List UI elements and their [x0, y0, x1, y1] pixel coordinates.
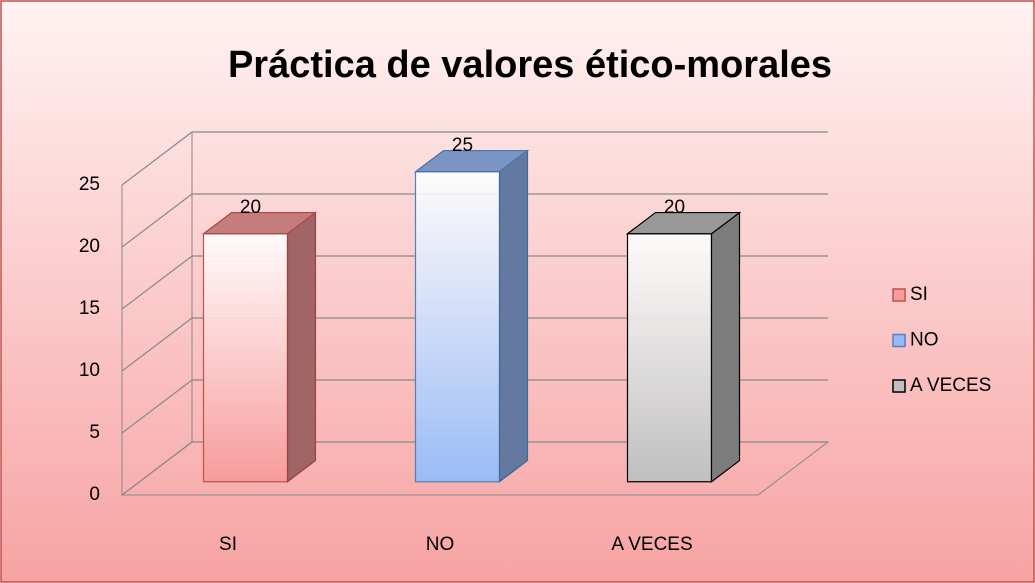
x-tick-label: A VECES [611, 534, 692, 555]
y-tick-label: 10 [79, 360, 100, 381]
bar-top [201, 211, 318, 235]
bar [625, 211, 742, 483]
y-tick-label: 0 [89, 484, 100, 505]
data-label: 25 [452, 135, 473, 156]
bar-front [202, 233, 289, 483]
legend-label: A VECES [910, 375, 991, 396]
bar-top-shade [203, 212, 316, 234]
chart-title: Práctica de valores ético-morales [228, 44, 832, 86]
bar-front [626, 233, 713, 483]
legend-swatch [892, 288, 906, 302]
bar-top-shade [415, 150, 528, 172]
y-tick-label: 20 [79, 236, 100, 257]
bar-top-shade [627, 212, 740, 234]
bar-side-shade [711, 212, 740, 482]
grid-line [121, 441, 828, 496]
data-label: 20 [240, 197, 261, 218]
bar [201, 211, 318, 483]
x-tick-label: SI [219, 534, 237, 555]
legend-label: NO [910, 330, 939, 351]
bar-side-shade [499, 150, 528, 482]
y-tick-label: 15 [79, 298, 100, 319]
bar-top [413, 149, 530, 173]
grid-line [121, 193, 828, 248]
x-tick-label: NO [426, 534, 455, 555]
grid-line [121, 131, 828, 186]
legend-label: SI [910, 284, 928, 305]
bar-side-shade [287, 212, 316, 482]
grid-line [121, 255, 828, 310]
grid-line [121, 317, 828, 372]
legend-swatch [892, 333, 906, 348]
y-tick-label: 5 [89, 422, 100, 443]
bar [413, 149, 530, 483]
legend-swatch [892, 379, 906, 393]
data-label: 20 [664, 197, 685, 218]
bar-front [414, 171, 501, 483]
grid-line [121, 379, 828, 434]
y-tick-label: 25 [79, 174, 100, 195]
bar-top [625, 211, 742, 235]
